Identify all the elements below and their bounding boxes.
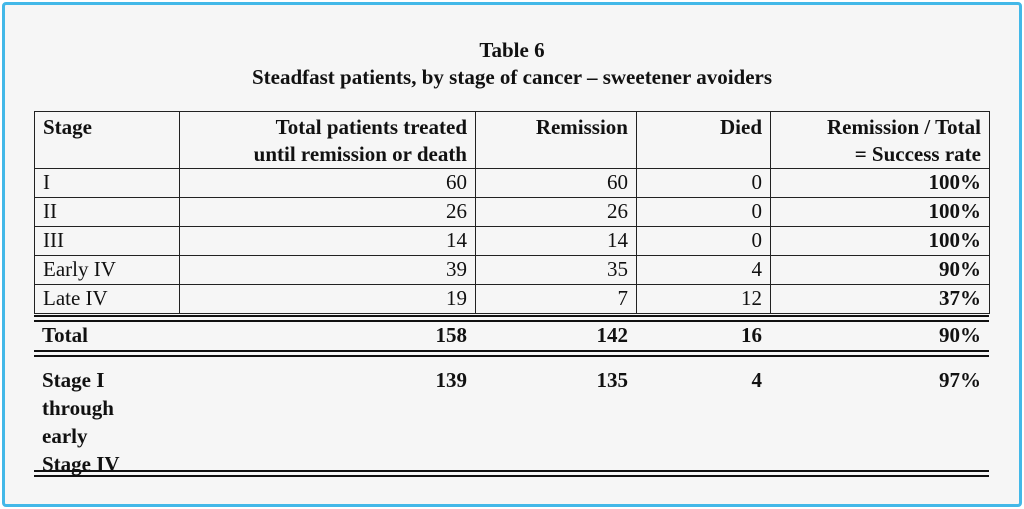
cell-rate: 100%: [770, 168, 990, 198]
table-title: Steadfast patients, by stage of cancer –…: [251, 65, 773, 89]
subtotal-remission: 135: [596, 368, 629, 392]
double-rule-above-subtotal: [34, 350, 989, 357]
cell-died: 12: [636, 284, 771, 314]
header-row: Stage Total patients treated until remis…: [34, 111, 990, 169]
total-patients: 158: [435, 323, 468, 347]
total-died: 16: [741, 323, 762, 347]
cell-rate: 100%: [770, 197, 990, 227]
cell-stage: Late IV: [34, 284, 180, 314]
cell-stage: I: [34, 168, 180, 198]
cell-died: 0: [636, 197, 771, 227]
cell-stage: II: [34, 197, 180, 227]
data-table: Stage Total patients treated until remis…: [34, 111, 990, 314]
cell-rate: 37%: [770, 284, 990, 314]
total-remission: 142: [596, 323, 629, 347]
total-row: Total 158 142 16 90%: [34, 322, 989, 352]
cell-stage: Early IV: [34, 255, 180, 285]
cell-died: 0: [636, 226, 771, 256]
cell-remission: 7: [475, 284, 637, 314]
table-row: III 14 14 0 100%: [34, 226, 990, 256]
double-rule-bottom: [34, 470, 989, 477]
subtotal-label: Stage I through early Stage IV: [34, 360, 179, 478]
subtotal-label-line: through: [42, 396, 114, 420]
cell-died: 0: [636, 168, 771, 198]
cell-total: 39: [179, 255, 476, 285]
table-row: Early IV 39 35 4 90%: [34, 255, 990, 285]
subtotal-label-line: Stage IV: [42, 452, 120, 476]
subtotal-row: Stage I through early Stage IV 139 135 4…: [34, 360, 989, 478]
subtotal-label-line: early: [42, 424, 88, 448]
subtotal-table: Stage I through early Stage IV 139 135 4…: [34, 360, 989, 478]
cell-total: 14: [179, 226, 476, 256]
cell-rate: 90%: [770, 255, 990, 285]
header-died: Died: [636, 111, 771, 169]
total-rate: 90%: [939, 323, 981, 347]
cell-remission: 26: [475, 197, 637, 227]
cell-remission: 35: [475, 255, 637, 285]
summary-table: Total 158 142 16 90%: [34, 322, 989, 352]
cell-total: 60: [179, 168, 476, 198]
total-label: Total: [42, 323, 88, 347]
cell-remission: 14: [475, 226, 637, 256]
table-row: II 26 26 0 100%: [34, 197, 990, 227]
subtotal-died: 4: [751, 368, 763, 392]
header-success-rate: Remission / Total = Success rate: [770, 111, 990, 169]
header-remission: Remission: [475, 111, 637, 169]
header-total-line2: until remission or death: [253, 142, 467, 166]
double-rule-above-total: [34, 315, 989, 322]
cell-total: 19: [179, 284, 476, 314]
table-number: Table 6: [479, 38, 545, 62]
cell-total: 26: [179, 197, 476, 227]
header-total-line1: Total patients treated: [275, 115, 467, 139]
table-row: I 60 60 0 100%: [34, 168, 990, 198]
header-rate-line1: Remission / Total: [826, 115, 981, 139]
table-row: Late IV 19 7 12 37%: [34, 284, 990, 314]
subtotal-label-line: Stage I: [42, 368, 105, 392]
header-stage: Stage: [34, 111, 180, 169]
cell-remission: 60: [475, 168, 637, 198]
header-rate-line2: = Success rate: [854, 142, 981, 166]
cell-stage: III: [34, 226, 180, 256]
subtotal-rate: 97%: [939, 368, 981, 392]
cell-rate: 100%: [770, 226, 990, 256]
subtotal-patients: 139: [435, 368, 468, 392]
cell-died: 4: [636, 255, 771, 285]
header-total-patients: Total patients treated until remission o…: [179, 111, 476, 169]
